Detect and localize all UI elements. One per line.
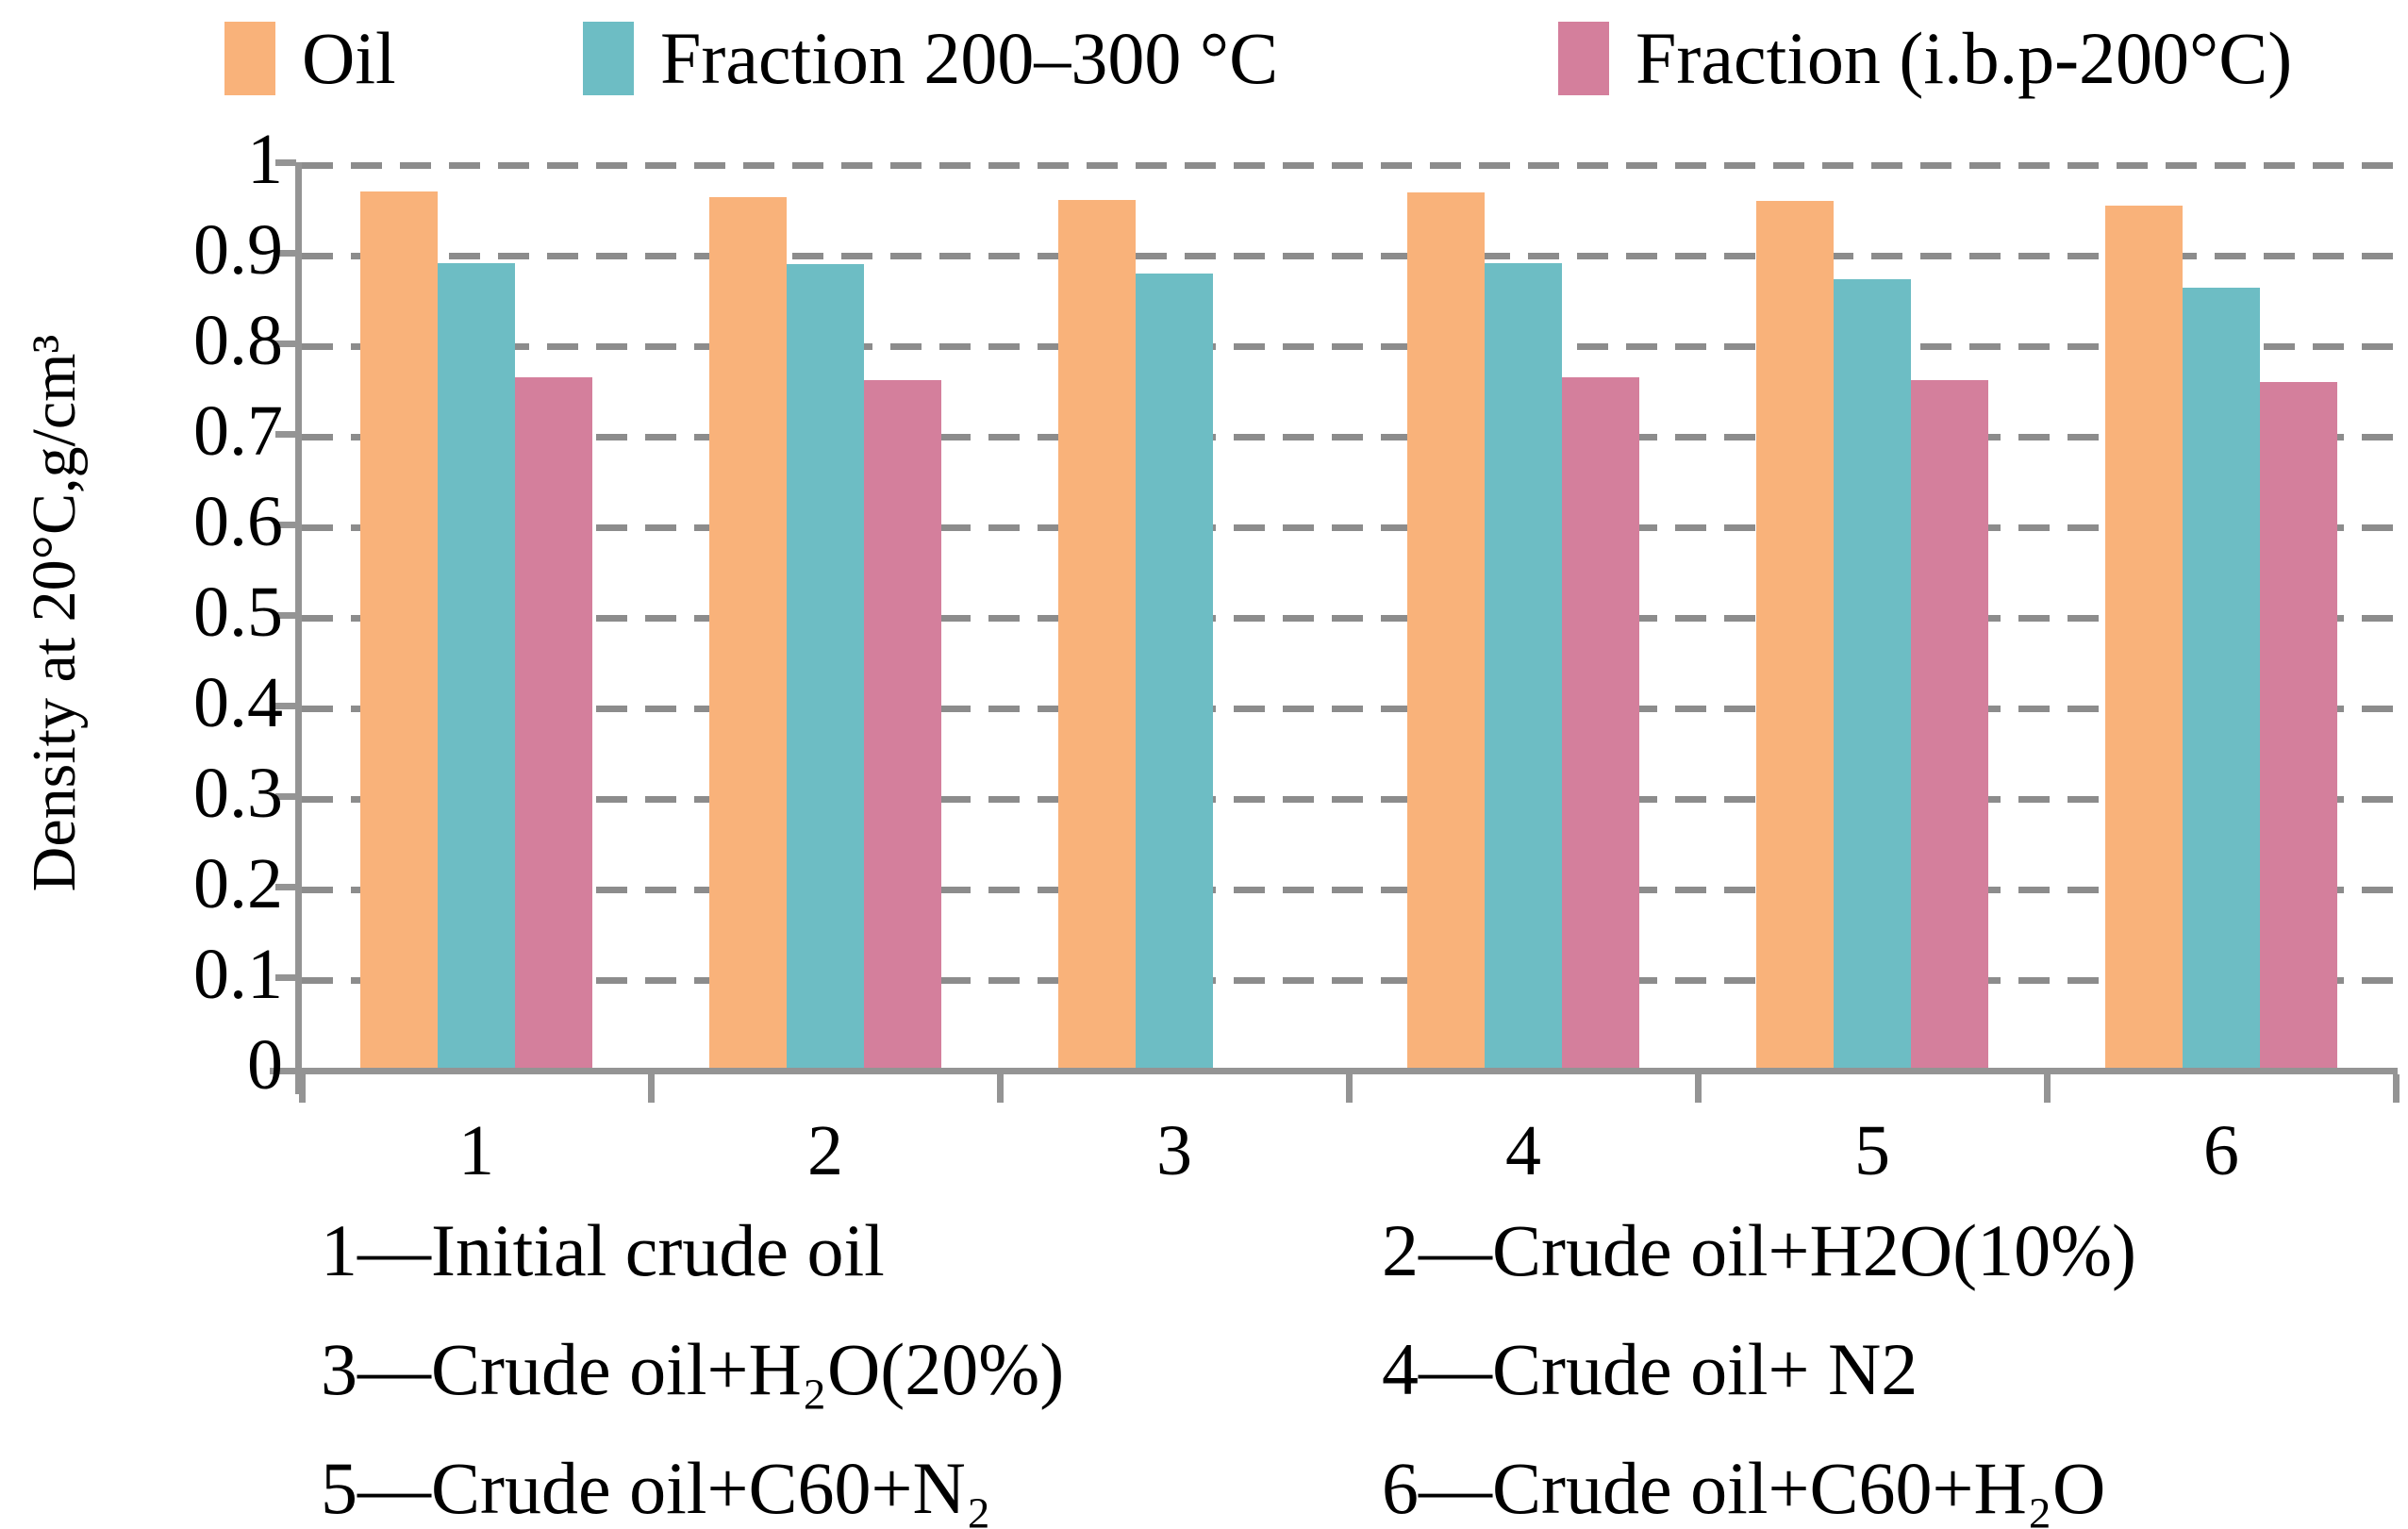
y-tick-label-0.2: 0.2 (193, 843, 283, 923)
x-tick-5 (2044, 1074, 2051, 1103)
gridline-1 (302, 162, 2396, 169)
y-tick-0.9 (275, 250, 296, 257)
bar-series1-cat3 (1058, 200, 1136, 1068)
legend-label-fraction-ibp-200: Fraction (i.b.p-200°C) (1636, 17, 2293, 99)
x-category-label-1: 1 (458, 1111, 494, 1190)
bar-series1-cat2 (709, 197, 787, 1068)
y-tick-0.5 (275, 612, 296, 619)
bar-series3-cat1 (515, 377, 592, 1068)
bar-series3-cat5 (1911, 380, 1988, 1068)
x-tick-6 (2393, 1074, 2400, 1103)
y-tick-label-0.6: 0.6 (193, 481, 283, 561)
plot-area (302, 162, 2396, 1068)
x-category-label-4: 4 (1505, 1111, 1541, 1190)
bar-series3-cat6 (2260, 382, 2337, 1068)
y-tick-0.8 (275, 341, 296, 347)
legend-item-fraction-200-300: Fraction 200–300 °C (583, 15, 1278, 102)
y-tick-label-0.4: 0.4 (193, 662, 283, 742)
x-tick-0 (299, 1074, 306, 1103)
gridline-0.8 (302, 343, 2396, 350)
y-tick-0.6 (275, 522, 296, 528)
x-axis-line (270, 1068, 2398, 1074)
gridline-0.1 (302, 977, 2396, 984)
bar-series1-cat4 (1407, 192, 1485, 1068)
y-tick-0.7 (275, 431, 296, 438)
category-key-line-5: 5—Crude oil+C60+N₂ (321, 1447, 991, 1529)
y-tick-0.1 (275, 974, 296, 981)
gridline-0.9 (302, 253, 2396, 259)
y-tick-0.3 (275, 793, 296, 800)
gridline-0.4 (302, 706, 2396, 712)
category-key-line-2: 2—Crude oil+H2O(10%) (1382, 1209, 2137, 1291)
category-key-line-4: 4—Crude oil+ N2 (1382, 1328, 1918, 1410)
y-tick-1 (275, 159, 296, 166)
legend-swatch-oil (224, 22, 275, 95)
bar-series1-cat6 (2105, 206, 2183, 1068)
y-tick-0.4 (275, 703, 296, 709)
legend-item-oil: Oil (224, 15, 396, 102)
legend-swatch-fraction-200-300 (583, 22, 634, 95)
y-tick-label-0: 0 (247, 1024, 283, 1105)
x-category-label-2: 2 (807, 1111, 843, 1190)
category-key-line-3: 3—Crude oil+H₂O(20%) (321, 1328, 1065, 1410)
y-tick-0.2 (275, 884, 296, 890)
y-tick-label-0.3: 0.3 (193, 753, 283, 833)
gridline-0.6 (302, 524, 2396, 531)
x-tick-3 (1346, 1074, 1353, 1103)
y-axis-title: Density at 20°C,g/cm³ (20, 334, 89, 892)
legend-item-fraction-ibp-200: Fraction (i.b.p-200°C) (1558, 15, 2292, 102)
bar-series1-cat5 (1756, 201, 1834, 1068)
y-tick-label-0.1: 0.1 (193, 934, 283, 1014)
x-tick-2 (997, 1074, 1004, 1103)
legend-label-oil: Oil (302, 17, 396, 99)
gridline-0.5 (302, 615, 2396, 622)
bar-series3-cat2 (864, 380, 941, 1068)
bar-series2-cat2 (787, 264, 864, 1068)
bar-series1-cat1 (360, 191, 438, 1068)
x-tick-1 (648, 1074, 655, 1103)
y-tick-label-0.9: 0.9 (193, 209, 283, 290)
x-category-label-3: 3 (1156, 1111, 1192, 1190)
bar-series2-cat6 (2183, 288, 2260, 1068)
x-category-label-6: 6 (2203, 1111, 2239, 1190)
y-tick-label-1: 1 (247, 119, 283, 199)
y-axis-line (295, 162, 302, 1094)
x-category-label-5: 5 (1854, 1111, 1890, 1190)
category-key-line-6: 6—Crude oil+C60+H₂O (1382, 1447, 2106, 1529)
legend-swatch-fraction-ibp-200 (1558, 22, 1609, 95)
bar-series2-cat5 (1834, 279, 1911, 1068)
y-tick-label-0.8: 0.8 (193, 300, 283, 380)
y-tick-label-0.5: 0.5 (193, 572, 283, 652)
gridline-0.3 (302, 796, 2396, 803)
bar-series2-cat1 (438, 263, 515, 1068)
gridline-0.7 (302, 434, 2396, 440)
legend-label-fraction-200-300: Fraction 200–300 °C (660, 17, 1279, 99)
gridline-0.2 (302, 887, 2396, 893)
bar-series2-cat4 (1485, 263, 1562, 1068)
bar-series3-cat4 (1562, 377, 1639, 1068)
y-tick-label-0.7: 0.7 (193, 391, 283, 471)
bar-series2-cat3 (1136, 274, 1213, 1068)
category-key-line-1: 1—Initial crude oil (321, 1209, 885, 1291)
x-tick-4 (1695, 1074, 1702, 1103)
